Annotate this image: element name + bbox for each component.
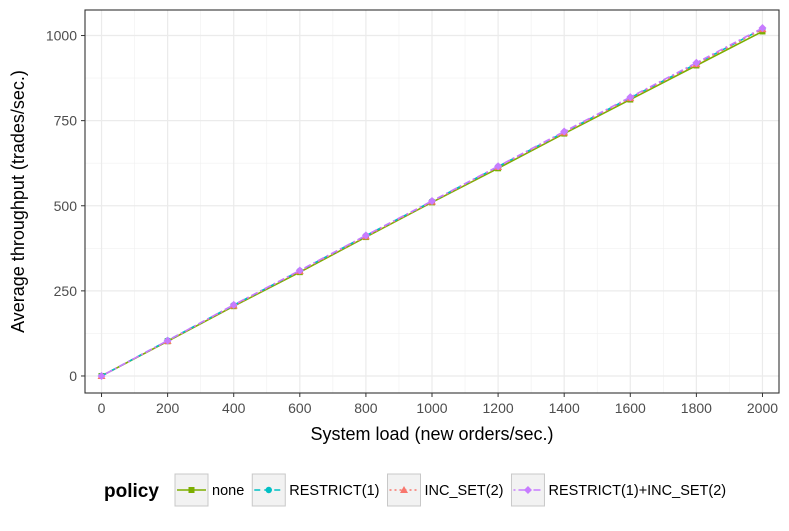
legend-item-restrict-1-inc-set-2: RESTRICT(1)+INC_SET(2): [510, 473, 726, 507]
x-axis: 0 200 400 600 800 1000 1200 1400 1600 1800 2000: [98, 393, 778, 416]
x-tick-label: 1200: [483, 400, 514, 416]
x-tick-label: 1000: [416, 400, 447, 416]
y-tick-label: 750: [54, 113, 78, 129]
legend-item-inc-set-2: INC_SET(2): [387, 473, 504, 507]
legend-key-marker: [400, 486, 408, 493]
x-tick-label: 0: [98, 400, 106, 416]
x-tick-label: 600: [288, 400, 312, 416]
x-tick-label: 1600: [615, 400, 646, 416]
legend-label: RESTRICT(1)+INC_SET(2): [548, 483, 726, 499]
x-tick-label: 1400: [549, 400, 580, 416]
y-tick-label: 500: [54, 198, 78, 214]
x-tick-label: 2000: [747, 400, 778, 416]
legend-item-restrict-1: RESTRICT(1): [251, 473, 380, 507]
legend-item-none: none: [174, 473, 244, 507]
legend-key-marker: [188, 487, 195, 493]
series-layer: [97, 24, 767, 380]
major-gridlines: [85, 10, 779, 393]
y-tick-label: 0: [69, 368, 77, 384]
legend-key-marker: [523, 486, 532, 494]
data-point: [692, 58, 701, 67]
x-tick-label: 800: [354, 400, 378, 416]
data-point: [163, 336, 172, 345]
legend-key-marker: [265, 486, 272, 494]
y-tick-label: 1000: [46, 28, 77, 44]
data-point: [229, 300, 238, 309]
legend-label: none: [212, 483, 244, 499]
x-tick-label: 1800: [681, 400, 712, 416]
data-point: [361, 231, 370, 240]
legend-label: RESTRICT(1): [289, 483, 379, 499]
x-tick-label: 200: [156, 400, 180, 416]
data-point: [758, 24, 767, 33]
y-axis: 0 250 500 750 1000: [46, 28, 85, 384]
y-tick-label: 250: [54, 283, 78, 299]
data-point: [560, 127, 569, 136]
data-point: [626, 93, 635, 102]
x-axis-title: System load (new orders/sec.): [310, 424, 553, 444]
legend-title: policy: [104, 481, 159, 502]
data-point: [295, 266, 304, 275]
data-point: [494, 162, 503, 171]
series-line-restrict-1-inc-set-2: [101, 27, 763, 377]
data-point: [97, 371, 106, 380]
y-axis-title: Average throughput (trades/sec.): [8, 70, 28, 333]
legend: policy none RESTRICT(1) INC_SET(2) RESTRICT(…: [104, 473, 726, 507]
data-point: [428, 196, 436, 205]
series-restrict-1-inc-set-2: [97, 24, 767, 380]
legend-label: INC_SET(2): [425, 483, 504, 499]
x-tick-label: 400: [222, 400, 246, 416]
